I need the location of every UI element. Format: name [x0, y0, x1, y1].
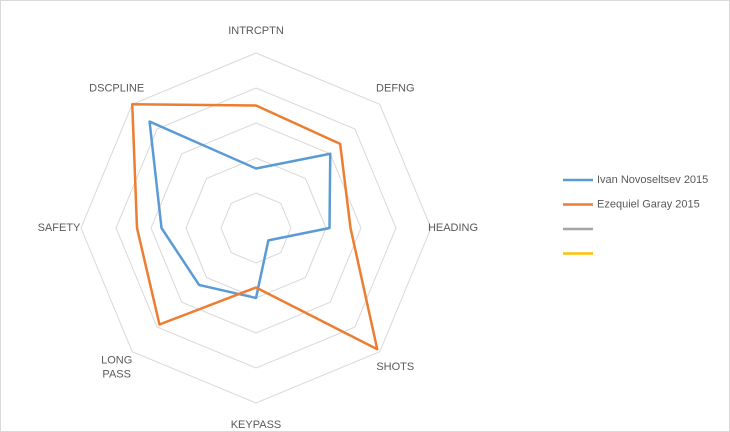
grid-ring: [220, 192, 292, 264]
grid-ring: [115, 87, 397, 369]
axis-label: DEFNG: [376, 83, 415, 95]
axis-label: SAFETY: [38, 222, 81, 234]
series-line: [148, 120, 332, 300]
grid-ring: [150, 122, 362, 334]
grid-ring: [80, 52, 432, 404]
axis-label: LONG PASS: [101, 354, 132, 380]
legend-label: Ivan Novoseltsev 2015: [597, 174, 708, 186]
axis-label: DSCPLINE: [89, 83, 144, 95]
axis-label: HEADING: [428, 222, 478, 234]
axis-label: SHOTS: [376, 361, 414, 373]
axis-label: INTRCPTN: [228, 25, 284, 37]
series-line: [131, 103, 379, 351]
legend-label: Ezequiel Garay 2015: [597, 198, 700, 210]
axis-label: KEYPASS: [231, 419, 282, 431]
